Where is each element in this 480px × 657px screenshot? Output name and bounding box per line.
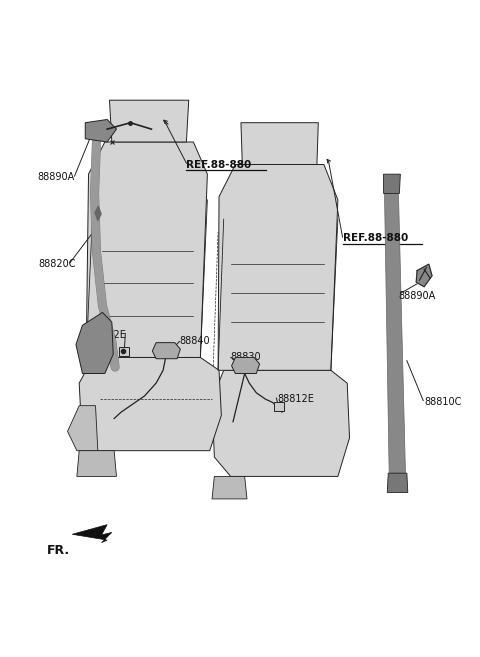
Polygon shape bbox=[72, 525, 112, 543]
Text: 88890A: 88890A bbox=[37, 172, 74, 183]
Polygon shape bbox=[218, 164, 338, 371]
Polygon shape bbox=[85, 120, 117, 142]
Polygon shape bbox=[109, 101, 189, 142]
Polygon shape bbox=[384, 193, 406, 473]
Polygon shape bbox=[212, 371, 349, 476]
Bar bbox=[119, 346, 129, 355]
Polygon shape bbox=[232, 357, 260, 374]
Polygon shape bbox=[68, 405, 98, 451]
Polygon shape bbox=[95, 206, 101, 221]
Polygon shape bbox=[384, 174, 400, 193]
Text: 88830: 88830 bbox=[231, 352, 261, 363]
Polygon shape bbox=[212, 476, 247, 499]
Polygon shape bbox=[387, 473, 408, 493]
Text: 88820C: 88820C bbox=[38, 260, 76, 269]
Text: REF.88-880: REF.88-880 bbox=[343, 233, 408, 244]
Text: 88890A: 88890A bbox=[398, 291, 436, 302]
Polygon shape bbox=[77, 451, 117, 476]
Polygon shape bbox=[76, 313, 113, 374]
Bar bbox=[274, 402, 284, 411]
Polygon shape bbox=[79, 357, 221, 451]
Polygon shape bbox=[152, 343, 180, 359]
Text: REF.88-880: REF.88-880 bbox=[186, 160, 252, 170]
Text: 88812E: 88812E bbox=[89, 330, 126, 340]
Polygon shape bbox=[416, 264, 432, 286]
Text: 88840: 88840 bbox=[180, 336, 210, 346]
Text: FR.: FR. bbox=[47, 544, 70, 557]
Polygon shape bbox=[86, 142, 207, 357]
Text: 88810C: 88810C bbox=[424, 397, 461, 407]
Polygon shape bbox=[241, 123, 318, 164]
Text: 88812E: 88812E bbox=[277, 394, 314, 404]
